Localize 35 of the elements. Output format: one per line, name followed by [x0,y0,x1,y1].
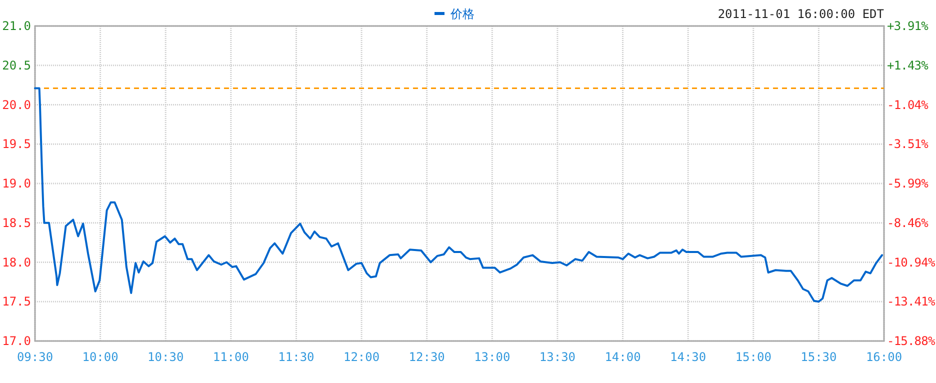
y2-tick-label: -3.51% [887,137,930,152]
y2-tick-label: +3.91% [887,19,930,33]
x-tick-label: 12:00 [343,350,380,364]
y2-tick-label: -8.46% [887,216,930,230]
y2-tick-label: -5.99% [887,176,930,191]
x-tick-label: 10:30 [148,350,184,364]
y-tick-label: 18.0 [2,255,31,270]
y2-tick-label: +1.43% [887,58,930,72]
y2-tick-label: -13.41% [887,294,936,309]
legend-label: 价格 [450,7,474,21]
x-tick-label: 15:00 [735,350,772,364]
y-tick-label: 17.0 [2,334,31,348]
x-tick-label: 14:30 [670,350,706,364]
x-tick-label: 15:30 [800,350,837,364]
x-tick-label: 11:30 [278,350,314,364]
x-tick-label: 13:00 [474,350,510,364]
x-tick-label: 12:30 [408,350,445,364]
legend: 价格 [434,7,474,21]
y2-tick-label: -10.94% [887,255,936,270]
x-tick-label: 11:00 [212,350,249,364]
x-tick-label: 13:30 [539,350,576,364]
y-tick-label: 17.5 [2,294,31,309]
x-tick-label: 16:00 [866,350,902,364]
y-tick-label: 19.5 [2,137,31,152]
y2-tick-label: -15.88% [887,334,936,348]
y-tick-label: 19.0 [2,176,31,190]
x-tick-label: 09:30 [16,350,54,364]
text: 2011-11-01 16:00:00 EDT [718,7,884,21]
y-tick-label: 18.5 [2,216,31,230]
y-tick-label: 20.5 [2,58,31,72]
x-tick-label: 14:00 [604,350,641,364]
y2-tick-label: -1.04% [887,98,930,112]
x-tick-label: 10:00 [82,350,118,364]
y-tick-label: 20.0 [2,98,31,112]
y-tick-label: 21.0 [2,19,31,33]
